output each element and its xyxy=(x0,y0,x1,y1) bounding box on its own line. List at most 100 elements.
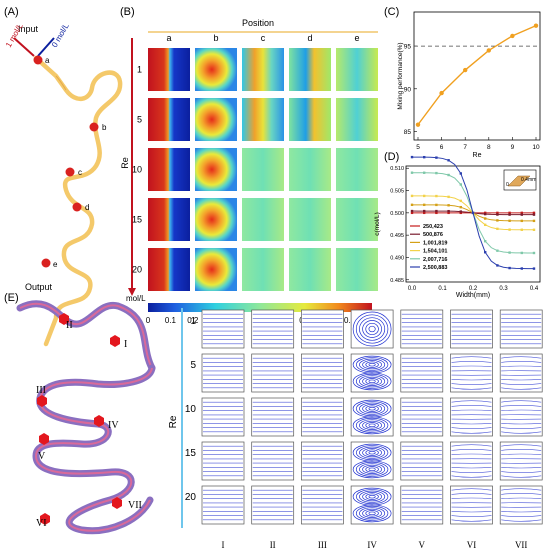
streamline-cell-re20-II xyxy=(252,486,294,524)
cell-frame xyxy=(401,310,443,348)
d-marker-5-8 xyxy=(508,267,510,269)
d-marker-2-8 xyxy=(508,220,510,222)
cell-frame xyxy=(202,486,244,524)
d-marker-5-2 xyxy=(435,156,437,158)
map-re15-pos-e xyxy=(336,198,378,241)
re-label-20: 20 xyxy=(132,265,142,275)
re-label-15: 15 xyxy=(132,215,142,225)
d-ytick-0.495: 0.495 xyxy=(390,233,404,239)
c-ytick-85: 85 xyxy=(404,129,412,136)
streamline-cell-re1-V xyxy=(401,310,443,348)
cell-frame xyxy=(202,442,244,480)
c-xtick-8: 8 xyxy=(487,144,491,151)
c-ytick-95: 95 xyxy=(404,44,412,51)
d-marker-1-7 xyxy=(496,213,498,215)
c-ylabel: Mixing performance(%) xyxy=(397,42,404,109)
map-re5-pos-a xyxy=(148,98,190,141)
d-marker-2-2 xyxy=(435,204,437,206)
map-re15-pos-b xyxy=(195,198,237,241)
panel-a-label: (A) xyxy=(4,6,19,18)
cell-frame xyxy=(252,442,294,480)
map-re20-pos-a xyxy=(148,248,190,291)
streamline-cell-re5-VI xyxy=(451,354,493,392)
cell-frame xyxy=(500,354,542,392)
point-c: c xyxy=(78,168,82,177)
cell-frame xyxy=(500,486,542,524)
position-col-c: c xyxy=(261,33,266,43)
streamline-cell-re20-V xyxy=(401,486,443,524)
d-marker-2-10 xyxy=(533,220,535,222)
e-re-label-10: 10 xyxy=(185,404,197,415)
cell-frame xyxy=(451,354,493,392)
d-marker-5-5 xyxy=(472,212,474,214)
streamline-cell-re1-IV xyxy=(351,310,393,348)
c-point-8 xyxy=(487,48,491,52)
map-re10-pos-a xyxy=(148,148,190,191)
d-xlabel: Width(mm) xyxy=(456,292,490,299)
map-re1-pos-b xyxy=(195,48,237,91)
d-marker-3-2 xyxy=(435,195,437,197)
d-legend-0: 250,423 xyxy=(423,224,443,230)
d-marker-1-0 xyxy=(411,210,413,212)
d-ytick-0.485: 0.485 xyxy=(390,278,404,284)
map-re5-pos-c xyxy=(242,98,284,141)
streamline-cell-re15-V xyxy=(401,442,443,480)
e-section-label-II: II xyxy=(270,540,276,550)
d-marker-4-10 xyxy=(533,252,535,254)
e-re-axis-label: Re xyxy=(168,415,179,428)
e-re-label-5: 5 xyxy=(190,360,196,371)
streamline-cell-re10-VI xyxy=(451,398,493,436)
streamline-cell-re5-I xyxy=(202,354,244,392)
position-col-b: b xyxy=(213,33,218,43)
streamline-cell-re15-VII xyxy=(500,442,542,480)
d-ytick-0.49: 0.490 xyxy=(390,255,404,261)
map-re10-pos-b xyxy=(195,148,237,191)
d-marker-4-9 xyxy=(521,252,523,254)
streamline-cell-re10-II xyxy=(252,398,294,436)
streamline-cell-re15-I xyxy=(202,442,244,480)
d-ytick-0.505: 0.505 xyxy=(390,189,404,195)
d-marker-3-10 xyxy=(533,229,535,231)
d-marker-2-3 xyxy=(447,204,449,206)
d-marker-4-3 xyxy=(447,174,449,176)
panel-b-label: (B) xyxy=(120,6,135,18)
conc-0-label: 0 mol/L xyxy=(50,21,71,49)
cell-frame xyxy=(401,486,443,524)
map-re10-pos-d xyxy=(289,148,331,191)
streamline-cell-re20-IV xyxy=(351,486,393,524)
streamline-cell-re1-VII xyxy=(500,310,542,348)
c-series-line xyxy=(418,26,536,125)
map-re20-pos-c xyxy=(242,248,284,291)
streamline-cell-re20-VII xyxy=(500,486,542,524)
d-marker-4-8 xyxy=(508,251,510,253)
streamline-cell-re10-IV xyxy=(351,398,393,436)
re-axis-label: Re xyxy=(120,157,130,169)
channel-section-diagram xyxy=(20,304,152,531)
e-section-label-III: III xyxy=(318,540,327,550)
cell-frame xyxy=(252,398,294,436)
d-marker-2-9 xyxy=(521,220,523,222)
map-re10-pos-e xyxy=(336,148,378,191)
e-re-label-20: 20 xyxy=(185,492,197,503)
colorbar-tick-0.1: 0.1 xyxy=(165,316,177,325)
d-marker-2-4 xyxy=(460,206,462,208)
d-marker-1-6 xyxy=(484,213,486,215)
map-re1-pos-a xyxy=(148,48,190,91)
cell-frame xyxy=(500,442,542,480)
cell-frame xyxy=(252,310,294,348)
colorbar-unit: mol/L xyxy=(126,294,146,303)
c-xtick-5: 5 xyxy=(416,144,420,151)
position-col-a: a xyxy=(166,33,171,43)
panel-e-label: (E) xyxy=(4,292,19,304)
streamline-cell-re1-II xyxy=(252,310,294,348)
d-marker-4-0 xyxy=(411,172,413,174)
cell-frame xyxy=(451,442,493,480)
d-marker-2-0 xyxy=(411,204,413,206)
point-d: d xyxy=(85,203,89,212)
d-inset-label: 0.4mm xyxy=(521,177,536,183)
c-point-7 xyxy=(463,68,467,72)
d-marker-4-2 xyxy=(435,172,437,174)
